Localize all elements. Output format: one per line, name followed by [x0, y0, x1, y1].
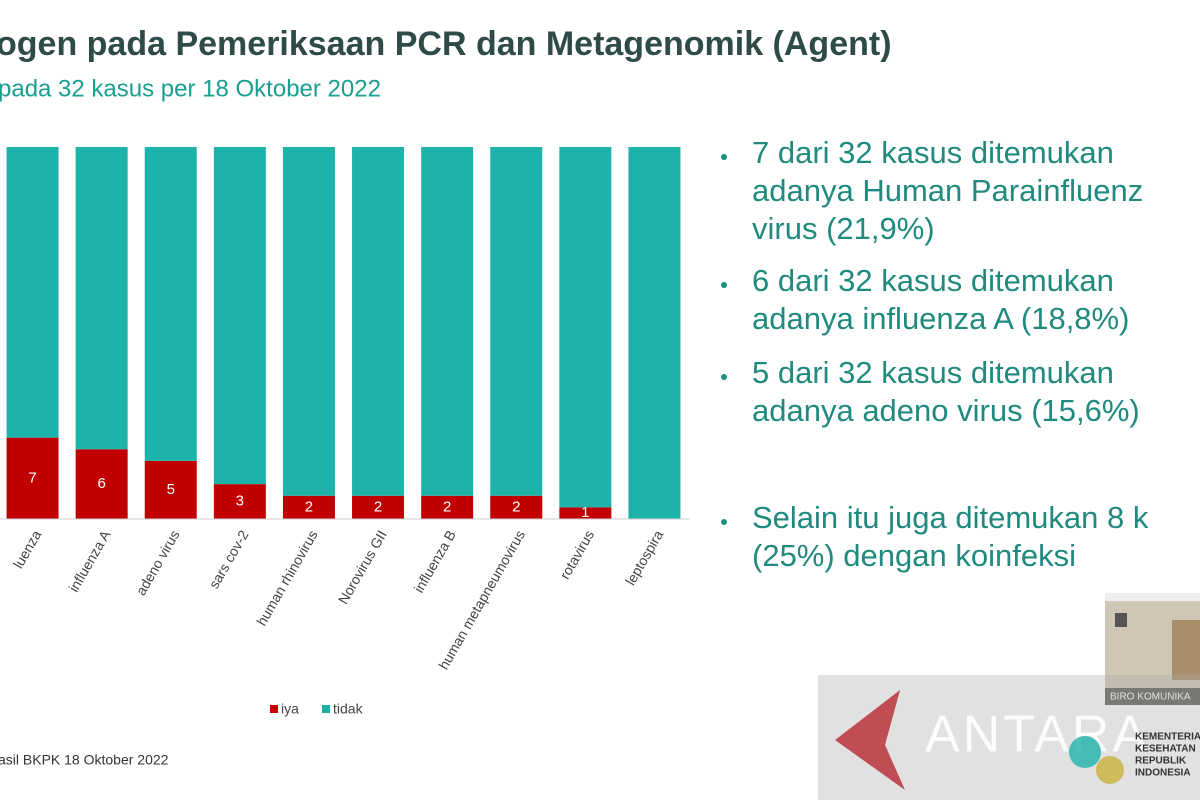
logo-text: REPUBLIK [1135, 756, 1187, 767]
logo-text: INDONESIA [1135, 768, 1191, 779]
chart-title: ogen pada Pemeriksaan PCR dan Metagenomi… [0, 25, 892, 63]
bar-segment [213, 147, 266, 485]
bullet-text: virus (21,9%) [752, 211, 935, 246]
legend-swatch [270, 705, 278, 713]
data-label: 2 [443, 498, 451, 515]
bullet-dot [721, 519, 727, 525]
bar-segment [490, 495, 543, 519]
data-label: 7 [28, 469, 36, 486]
bar-segment [352, 147, 405, 496]
data-label: 2 [305, 498, 313, 515]
camera-caption: BIRO KOMUNIKA [1110, 692, 1191, 703]
legend-label: tidak [333, 701, 364, 717]
bar-segment [144, 147, 197, 461]
legend-swatch [322, 705, 330, 713]
bullet-text: 6 dari 32 kasus ditemukan [752, 263, 1114, 298]
bar-segment [559, 147, 612, 508]
bar-segment [75, 449, 128, 519]
bullet-text: adanya influenza A (18,8%) [752, 301, 1129, 336]
logo-text: KEMENTERIA [1135, 732, 1200, 743]
camera-picture [1115, 613, 1127, 627]
bullet-text: adanya adeno virus (15,6%) [752, 393, 1140, 428]
data-label: 1 [581, 504, 589, 521]
bar-segment [628, 147, 681, 519]
bar-segment [213, 484, 266, 519]
bar-segment [144, 460, 197, 519]
bar-segment [559, 507, 612, 519]
bullet-text: (25%) dengan koinfeksi [752, 538, 1076, 573]
camera-caption-bg [1105, 688, 1200, 705]
bullet-text: Selain itu juga ditemukan 8 k [752, 500, 1149, 535]
bullet-dot [721, 374, 727, 380]
bar-segment [352, 495, 405, 519]
logo-mark [1096, 756, 1124, 784]
bullet-text: 5 dari 32 kasus ditemukan [752, 355, 1114, 390]
bar-segment [282, 495, 335, 519]
data-label: 5 [167, 481, 175, 498]
legend-label: iya [281, 701, 299, 717]
bar-segment [421, 147, 474, 496]
camera-curtain [1172, 620, 1200, 680]
source-note: asil BKPK 18 Oktober 2022 [0, 752, 169, 768]
bullet-dot [721, 154, 727, 160]
bar-segment [6, 437, 59, 519]
bar-segment [75, 147, 128, 450]
bar-segment [490, 147, 543, 496]
bullet-text: 7 dari 32 kasus ditemukan [752, 135, 1114, 170]
watermark-text: ANTARA [925, 706, 1150, 764]
data-label: 3 [236, 493, 244, 510]
watermark-logo [835, 690, 905, 790]
bar-segment [421, 495, 474, 519]
bullet-text: adanya Human Parainfluenz [752, 173, 1143, 208]
bar-segment [6, 147, 59, 438]
logo-text: KESEHATAN [1135, 744, 1196, 755]
chart-subtitle: pada 32 kasus per 18 Oktober 2022 [0, 75, 381, 102]
camera-frame [1105, 593, 1200, 601]
bullet-dot [721, 282, 727, 288]
logo-mark [1069, 736, 1101, 768]
data-label: 2 [512, 498, 520, 515]
bar-segment [282, 147, 335, 496]
data-label: 6 [97, 475, 105, 492]
data-label: 2 [374, 498, 382, 515]
